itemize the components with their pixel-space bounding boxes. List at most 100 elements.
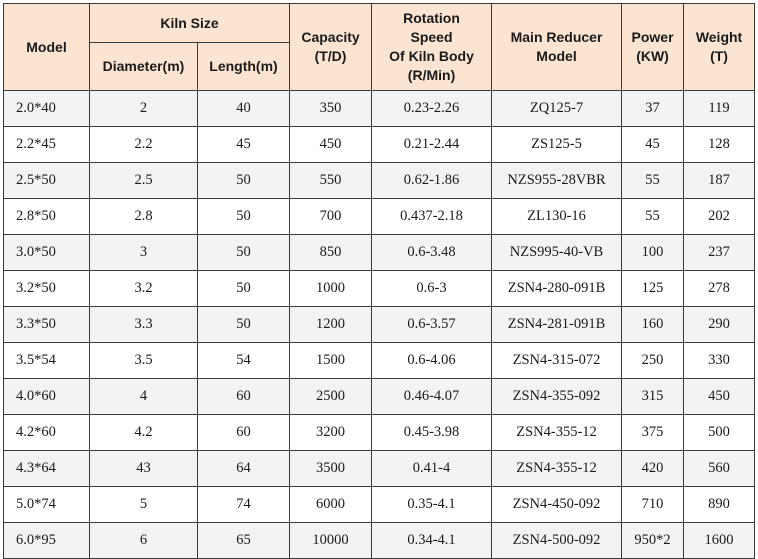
cell-weight: 278 <box>683 270 756 307</box>
cell-power: 45 <box>621 126 685 163</box>
cell-rotation: 0.45-3.98 <box>371 414 493 451</box>
cell-capacity: 2500 <box>289 378 373 415</box>
cell-reducer: ZSN4-355-12 <box>491 450 623 487</box>
cell-rotation: 0.62-1.86 <box>371 162 493 199</box>
cell-length: 50 <box>196 234 291 271</box>
cell-capacity: 1000 <box>289 270 373 307</box>
cell-diameter: 3 <box>89 234 198 271</box>
cell-model: 4.2*60 <box>3 414 90 451</box>
cell-diameter: 2.2 <box>89 126 198 163</box>
cell-rotation: 0.23-2.26 <box>371 90 493 127</box>
cell-length: 50 <box>196 162 291 199</box>
cell-length: 50 <box>196 198 291 235</box>
cell-capacity: 1500 <box>289 342 373 379</box>
cell-diameter: 6 <box>89 522 198 559</box>
cell-capacity: 550 <box>289 162 373 199</box>
cell-diameter: 4 <box>89 378 198 415</box>
cell-model: 6.0*95 <box>3 522 90 559</box>
cell-capacity: 3500 <box>289 450 373 487</box>
cell-capacity: 850 <box>289 234 373 271</box>
cell-weight: 128 <box>683 126 756 163</box>
cell-diameter: 3.2 <box>89 270 198 307</box>
cell-model: 4.0*60 <box>3 378 90 415</box>
kiln-spec-table: Model Kiln Size Capacity (T/D) Rotation … <box>3 3 756 559</box>
header-weight: Weight (T) <box>683 3 756 91</box>
cell-rotation: 0.437-2.18 <box>371 198 493 235</box>
header-main-reducer: Main Reducer Model <box>491 3 623 91</box>
cell-weight: 1600 <box>683 522 756 559</box>
cell-length: 60 <box>196 414 291 451</box>
cell-model: 3.5*54 <box>3 342 90 379</box>
header-row-bottom: Diameter(m) Length(m) <box>4 42 755 91</box>
table-row: 3.2*50 3.2 50 1000 0.6-3 ZSN4-280-091B 1… <box>3 270 756 307</box>
cell-reducer: NZS955-28VBR <box>491 162 623 199</box>
cell-weight: 330 <box>683 342 756 379</box>
header-rotation-line3: Of Kiln Body <box>389 48 474 64</box>
table-row: 4.2*60 4.2 60 3200 0.45-3.98 ZSN4-355-12… <box>3 414 756 451</box>
cell-length: 45 <box>196 126 291 163</box>
cell-reducer: ZSN4-280-091B <box>491 270 623 307</box>
cell-power: 420 <box>621 450 685 487</box>
cell-model: 2.0*40 <box>3 90 90 127</box>
cell-diameter: 3.5 <box>89 342 198 379</box>
cell-rotation: 0.34-4.1 <box>371 522 493 559</box>
cell-length: 50 <box>196 306 291 343</box>
cell-rotation: 0.6-3 <box>371 270 493 307</box>
table-row: 3.3*50 3.3 50 1200 0.6-3.57 ZSN4-281-091… <box>3 306 756 343</box>
cell-weight: 500 <box>683 414 756 451</box>
table-body: 2.0*40 2 40 350 0.23-2.26 ZQ125-7 37 119… <box>3 90 756 559</box>
cell-reducer: ZS125-5 <box>491 126 623 163</box>
cell-capacity: 350 <box>289 90 373 127</box>
table-row: 4.3*64 43 64 3500 0.41-4 ZSN4-355-12 420… <box>3 450 756 487</box>
header-weight-line1: Weight <box>695 29 743 45</box>
cell-reducer: ZSN4-355-12 <box>491 414 623 451</box>
table-row: 6.0*95 6 65 10000 0.34-4.1 ZSN4-500-092 … <box>3 522 756 559</box>
header-diameter: Diameter(m) <box>89 42 198 91</box>
cell-diameter: 3.3 <box>89 306 198 343</box>
cell-power: 37 <box>621 90 685 127</box>
cell-diameter: 4.2 <box>89 414 198 451</box>
header-rotation-speed: Rotation Speed Of Kiln Body (R/Min) <box>371 3 493 91</box>
header-power-line1: Power <box>631 29 674 45</box>
header-weight-line2: (T) <box>710 48 728 64</box>
cell-power: 250 <box>621 342 685 379</box>
header-power: Power (KW) <box>621 3 685 91</box>
cell-reducer: ZSN4-450-092 <box>491 486 623 523</box>
cell-weight: 560 <box>683 450 756 487</box>
cell-power: 950*2 <box>621 522 685 559</box>
cell-model: 2.2*45 <box>3 126 90 163</box>
table-row: 4.0*60 4 60 2500 0.46-4.07 ZSN4-355-092 … <box>3 378 756 415</box>
header-capacity-line1: Capacity <box>301 29 360 45</box>
cell-diameter: 5 <box>89 486 198 523</box>
cell-diameter: 2 <box>89 90 198 127</box>
cell-model: 2.8*50 <box>3 198 90 235</box>
table-row: 2.5*50 2.5 50 550 0.62-1.86 NZS955-28VBR… <box>3 162 756 199</box>
header-model: Model <box>3 3 90 91</box>
cell-reducer: ZL130-16 <box>491 198 623 235</box>
cell-rotation: 0.6-3.57 <box>371 306 493 343</box>
cell-rotation: 0.46-4.07 <box>371 378 493 415</box>
header-length: Length(m) <box>196 42 291 91</box>
cell-reducer: NZS995-40-VB <box>491 234 623 271</box>
table-row: 2.8*50 2.8 50 700 0.437-2.18 ZL130-16 55… <box>3 198 756 235</box>
cell-capacity: 700 <box>289 198 373 235</box>
header-row-top: Model Kiln Size Capacity (T/D) Rotation … <box>3 3 756 91</box>
cell-power: 315 <box>621 378 685 415</box>
cell-diameter: 2.5 <box>89 162 198 199</box>
cell-power: 55 <box>621 198 685 235</box>
cell-length: 74 <box>196 486 291 523</box>
header-reducer-line2: Model <box>536 48 577 64</box>
cell-length: 40 <box>196 90 291 127</box>
header-capacity: Capacity (T/D) <box>289 3 373 91</box>
cell-rotation: 0.6-3.48 <box>371 234 493 271</box>
cell-power: 710 <box>621 486 685 523</box>
cell-diameter: 43 <box>89 450 198 487</box>
table-row: 2.0*40 2 40 350 0.23-2.26 ZQ125-7 37 119 <box>3 90 756 127</box>
cell-length: 54 <box>196 342 291 379</box>
cell-diameter: 2.8 <box>89 198 198 235</box>
cell-power: 160 <box>621 306 685 343</box>
cell-power: 100 <box>621 234 685 271</box>
cell-reducer: ZSN4-315-072 <box>491 342 623 379</box>
cell-weight: 450 <box>683 378 756 415</box>
header-power-line2: (KW) <box>636 48 669 64</box>
